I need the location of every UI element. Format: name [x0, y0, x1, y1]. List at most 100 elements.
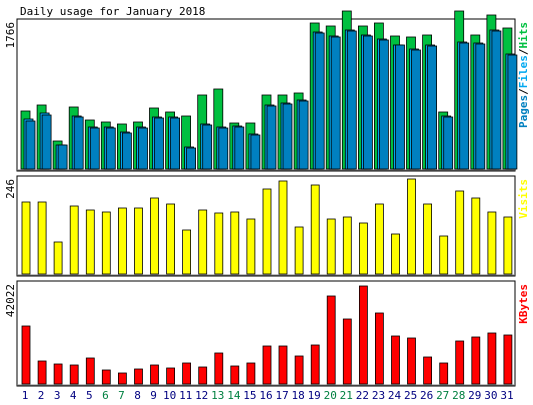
bar-pages-day-27 — [443, 116, 454, 170]
x-tick-label-day-4: 4 — [70, 389, 77, 402]
bar-pages-day-23 — [378, 39, 389, 170]
bar-kbytes-day-13 — [214, 352, 224, 385]
bar-visits-day-28 — [455, 190, 465, 275]
x-tick-label-day-22: 22 — [356, 389, 369, 402]
bar-kbytes-day-6 — [101, 369, 111, 385]
bar-kbytes-day-7 — [118, 372, 127, 385]
bar-visits-day-18 — [294, 226, 304, 275]
x-tick-label-day-17: 17 — [275, 389, 288, 402]
x-tick-label-day-12: 12 — [195, 389, 208, 402]
x-tick-label-day-20: 20 — [324, 389, 337, 402]
bar-pages-day-7 — [122, 132, 132, 170]
legend-part: KBytes — [517, 284, 530, 324]
bar-pages-day-20 — [330, 36, 341, 170]
bar-visits-day-14 — [230, 211, 240, 275]
x-tick-label-day-31: 31 — [500, 389, 513, 402]
bar-pages-day-18 — [298, 100, 309, 170]
bar-kbytes-day-30 — [487, 332, 497, 385]
x-tick-label-day-8: 8 — [134, 389, 141, 402]
bar-visits-day-15 — [246, 218, 256, 275]
x-tick-label-day-3: 3 — [54, 389, 61, 402]
bar-kbytes-day-3 — [53, 363, 63, 385]
bar-visits-day-29 — [471, 197, 481, 275]
bar-kbytes-day-28 — [455, 340, 465, 385]
bar-kbytes-day-15 — [246, 362, 256, 385]
legend-part: Files — [517, 55, 530, 88]
bar-kbytes-day-18 — [294, 355, 304, 385]
bar-visits-day-13 — [214, 212, 224, 275]
bar-kbytes-day-12 — [198, 366, 208, 385]
x-tick-label-day-19: 19 — [308, 389, 321, 402]
bar-pages-day-10 — [170, 117, 181, 170]
bar-pages-day-15 — [250, 134, 261, 170]
bar-pages-day-2 — [41, 114, 52, 170]
bar-visits-day-3 — [53, 241, 63, 275]
chart-title: Daily usage for January 2018 — [20, 5, 205, 18]
x-tick-label-day-7: 7 — [118, 389, 125, 402]
bar-pages-day-3 — [57, 144, 68, 170]
panel-kbytes: 42022 KBytes — [4, 280, 530, 387]
bar-visits-day-23 — [374, 203, 384, 275]
legend-part: / — [517, 48, 530, 55]
bar-pages-day-16 — [266, 105, 277, 170]
bar-visits-day-16 — [262, 188, 272, 275]
bar-kbytes-day-5 — [85, 357, 95, 385]
x-tick-label-day-15: 15 — [243, 389, 256, 402]
legend-kbytes: KBytes — [517, 284, 530, 324]
bar-pages-day-17 — [282, 103, 293, 170]
bar-visits-day-11 — [182, 229, 192, 275]
bar-pages-day-11 — [186, 147, 197, 170]
legend-part: Pages — [517, 95, 530, 128]
bar-pages-day-13 — [218, 127, 229, 170]
bar-pages-day-5 — [89, 127, 100, 170]
bar-kbytes-day-29 — [471, 336, 481, 385]
x-tick-label-day-18: 18 — [291, 389, 304, 402]
legend-visits: Visits — [517, 179, 530, 219]
x-tick-label-day-9: 9 — [150, 389, 157, 402]
bar-kbytes-day-10 — [166, 367, 176, 385]
bar-kbytes-day-2 — [37, 360, 47, 385]
bar-pages-day-28 — [459, 42, 470, 170]
bar-kbytes-day-31 — [503, 334, 513, 385]
bar-pages-day-22 — [362, 35, 373, 170]
bar-kbytes-day-17 — [278, 345, 288, 385]
x-tick-label-day-2: 2 — [38, 389, 45, 402]
bar-kbytes-day-26 — [423, 356, 433, 385]
bar-kbytes-day-16 — [262, 345, 272, 385]
y-max-label: 1766 — [4, 22, 17, 49]
x-tick-label-day-11: 11 — [179, 389, 192, 402]
panel-visits: 246 Visits — [4, 175, 530, 277]
x-tick-label-day-1: 1 — [22, 389, 29, 402]
bar-visits-day-12 — [198, 209, 208, 275]
x-tick-label-day-10: 10 — [163, 389, 176, 402]
bar-pages-day-21 — [346, 30, 357, 170]
bar-kbytes-day-24 — [391, 335, 400, 385]
bar-visits-day-8 — [134, 207, 143, 275]
bar-kbytes-day-4 — [69, 364, 79, 385]
legend-part: Hits — [517, 22, 530, 49]
bar-pages-day-29 — [475, 43, 486, 170]
bar-visits-day-21 — [342, 216, 352, 275]
bar-visits-day-30 — [487, 211, 497, 275]
x-tick-label-day-16: 16 — [259, 389, 272, 402]
x-tick-label-day-5: 5 — [86, 389, 93, 402]
x-tick-label-day-13: 13 — [211, 389, 224, 402]
bar-pages-day-19 — [314, 32, 325, 170]
bar-visits-day-24 — [391, 233, 400, 275]
bar-kbytes-day-21 — [342, 318, 352, 385]
bar-pages-day-31 — [507, 54, 518, 170]
bar-pages-day-4 — [73, 116, 84, 170]
bar-kbytes-day-25 — [407, 337, 416, 385]
bar-pages-day-24 — [395, 44, 405, 170]
x-axis-labels: 1 2 3 4 5 6 7 8 9 10 11 12 13 14 15 16 17 18 19 20 21 22 23 24 2… — [22, 389, 514, 402]
bar-kbytes-day-22 — [358, 285, 368, 385]
bar-visits-day-5 — [85, 209, 95, 275]
x-tick-label-day-23: 23 — [372, 389, 385, 402]
bar-kbytes-day-11 — [182, 362, 192, 385]
x-tick-label-day-14: 14 — [227, 389, 241, 402]
y-max-label: 42022 — [4, 284, 17, 317]
bar-pages-day-9 — [154, 117, 164, 170]
bar-visits-day-31 — [503, 216, 513, 275]
bar-kbytes-day-20 — [326, 295, 336, 385]
